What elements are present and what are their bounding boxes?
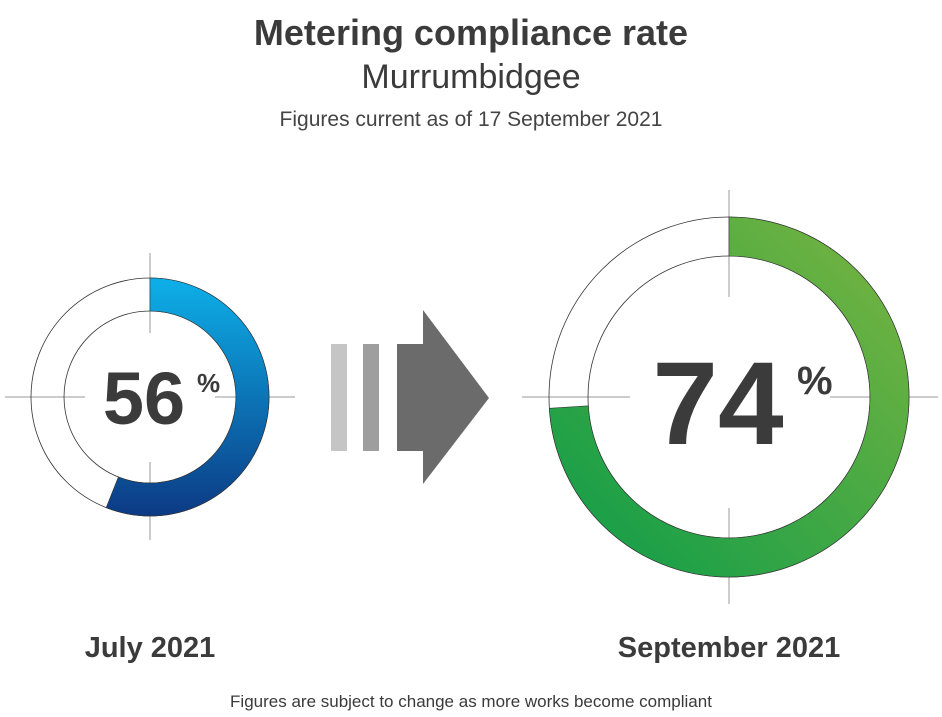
donut-september [548,216,910,578]
arrow-bar-mid [363,344,379,451]
donut-september-value-arc [549,216,910,578]
donut-july-value-arc [105,277,270,517]
donut-september-unit-label: % [797,359,833,403]
chart-subtitle: Murrumbidgee [361,58,581,96]
chart-title: Metering compliance rate [253,12,689,53]
period-label-september: September 2021 [617,632,841,664]
footnote: Figures are subject to change as more wo… [230,692,712,711]
donut-july-unit-label: % [197,368,220,398]
period-label-july: July 2021 [84,632,216,664]
data-currency-note: Figures current as of 17 September 2021 [279,108,663,131]
arrow-bar-light [331,344,347,451]
donut-july-value-label: 56 [103,357,185,440]
arrow-head [397,310,489,484]
donut-july [30,277,270,517]
arrow-icon [331,310,489,484]
donut-september-value-label: 74 [652,338,783,470]
